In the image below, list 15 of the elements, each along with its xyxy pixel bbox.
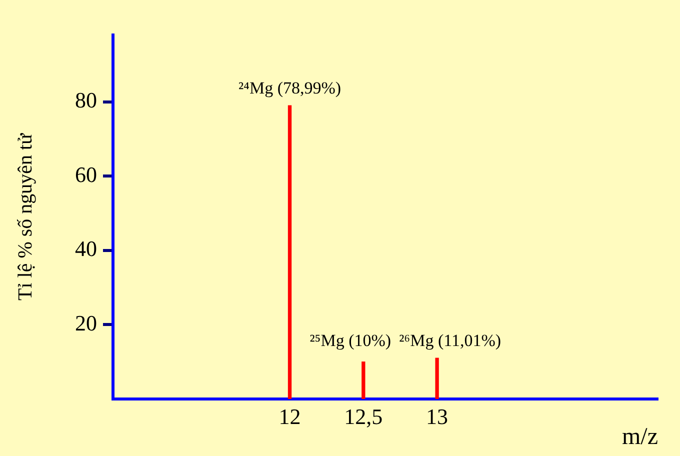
data-label: ²⁵Mg (10%): [310, 331, 392, 350]
x-tick-label: 12: [278, 404, 301, 429]
x-tick-label: 13: [426, 404, 448, 429]
y-tick-label: 60: [75, 162, 97, 187]
y-tick-label: 20: [75, 310, 97, 336]
bar: [362, 362, 366, 399]
data-label: ²⁶Mg (11,01%): [399, 331, 502, 350]
y-axis-title: Tỉ lệ % số nguyên tử: [14, 132, 36, 300]
x-axis-title: m/z: [622, 424, 658, 450]
data-label: ²⁴Mg (78,99%): [238, 78, 342, 98]
x-tick-label: 12,5: [344, 404, 383, 429]
bar: [435, 358, 439, 399]
y-tick-label: 40: [75, 236, 97, 262]
y-tick-label: 80: [75, 88, 97, 113]
bar: [288, 105, 292, 399]
